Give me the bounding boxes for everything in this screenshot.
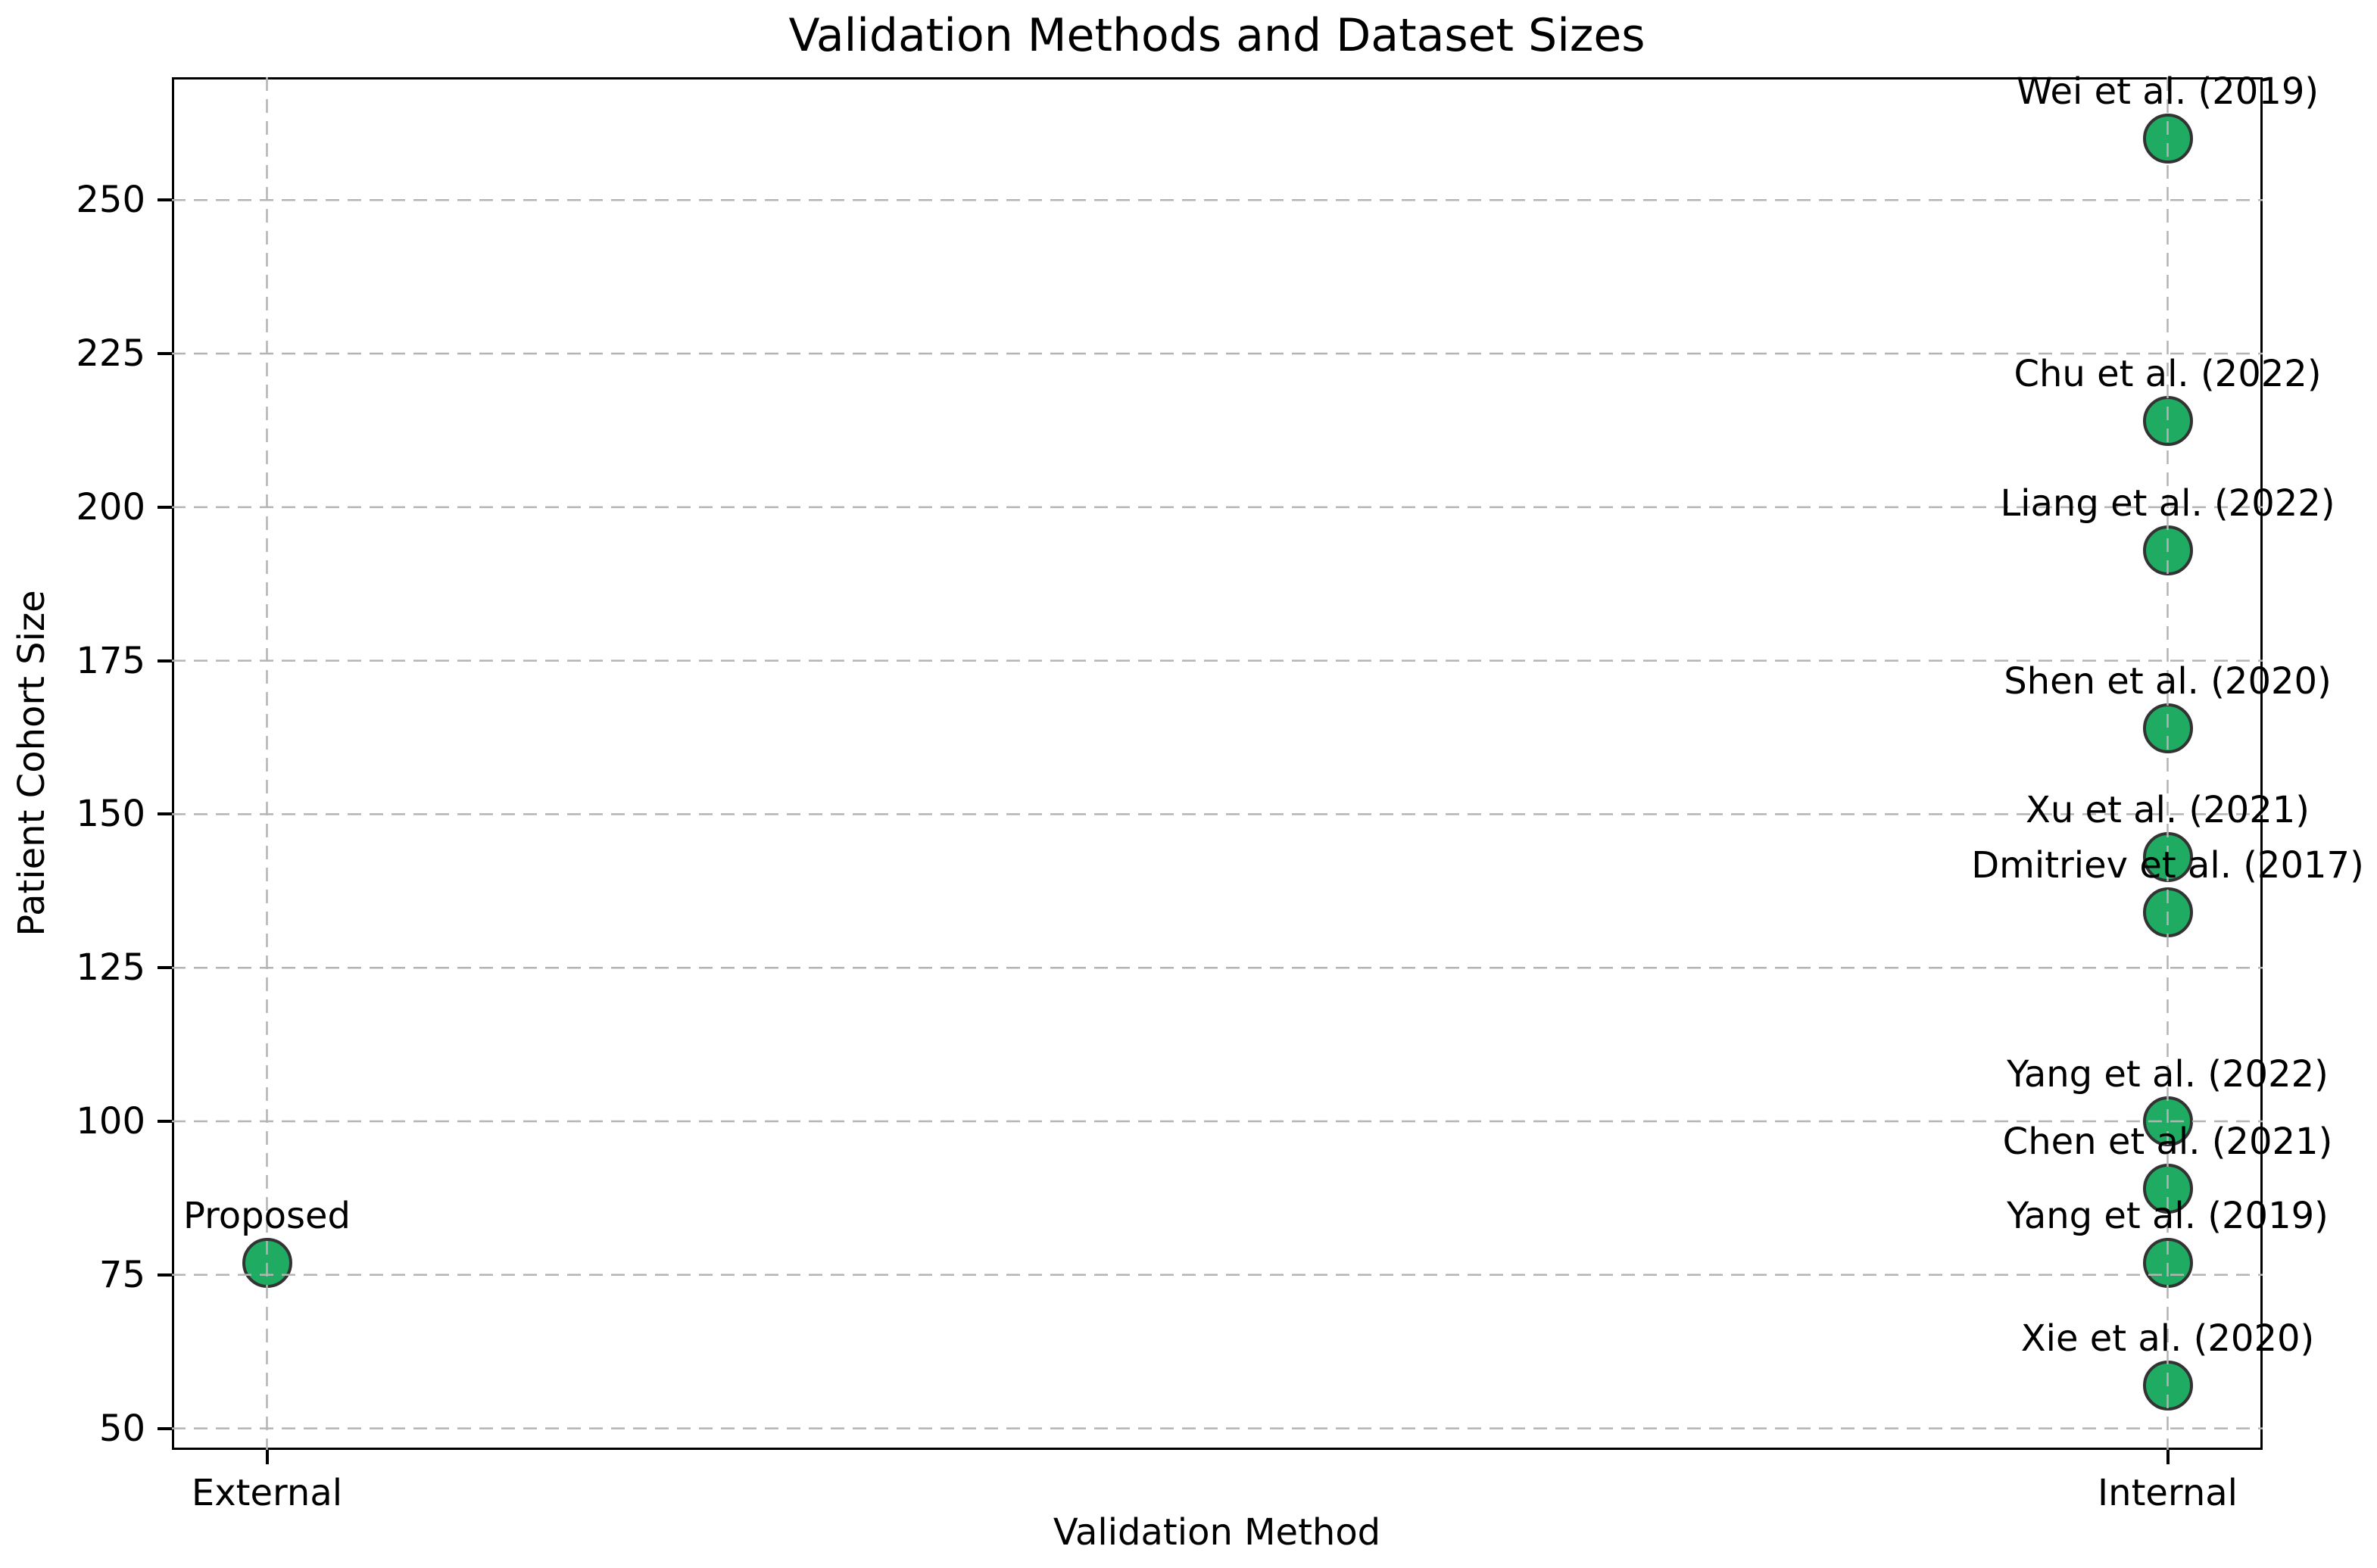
y-tick-mark	[158, 1426, 172, 1430]
y-tick-mark	[158, 1120, 172, 1124]
y-tick-mark	[158, 505, 172, 509]
y-tick-mark	[158, 966, 172, 970]
plot-area	[172, 77, 2263, 1450]
y-tick-label: 150	[76, 793, 145, 836]
y-tick-label: 225	[76, 332, 145, 376]
x-tick-label: Internal	[2098, 1472, 2238, 1514]
y-tick-label: 175	[76, 639, 145, 682]
y-tick-label: 250	[76, 179, 145, 222]
y-axis-label: Patient Cohort Size	[11, 590, 53, 937]
y-tick-mark	[158, 1273, 172, 1277]
x-tick-mark	[265, 1450, 269, 1464]
y-tick-label: 50	[98, 1407, 145, 1450]
x-tick-mark	[2166, 1450, 2170, 1464]
y-tick-mark	[158, 352, 172, 356]
x-axis-label: Validation Method	[1053, 1511, 1381, 1554]
y-tick-label: 75	[98, 1253, 145, 1296]
y-tick-label: 200	[76, 485, 145, 528]
y-tick-label: 125	[76, 946, 145, 990]
x-tick-label: External	[191, 1472, 343, 1514]
y-tick-mark	[158, 812, 172, 816]
chart-title: Validation Methods and Dataset Sizes	[788, 9, 1645, 62]
y-tick-label: 100	[76, 1100, 145, 1143]
y-tick-mark	[158, 659, 172, 662]
y-tick-mark	[158, 198, 172, 202]
